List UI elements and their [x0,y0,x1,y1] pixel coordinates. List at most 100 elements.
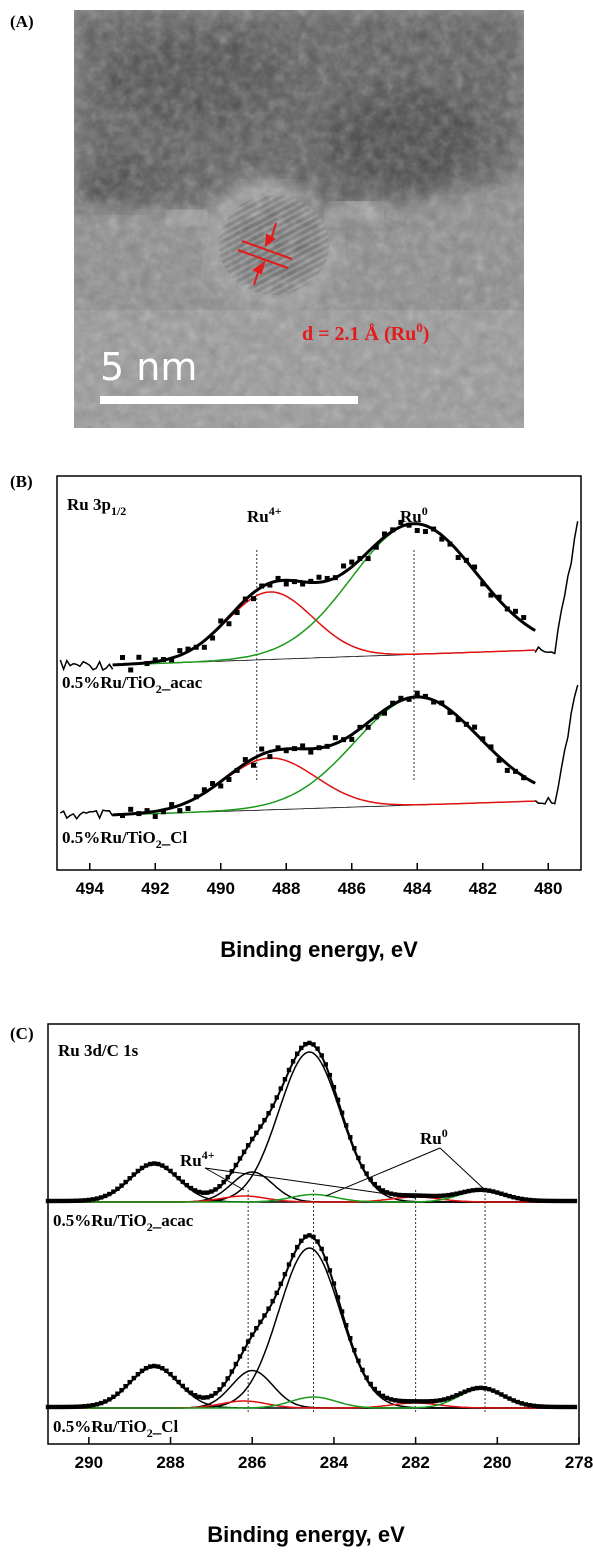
chart-c-data-point [98,1195,104,1200]
lattice-spacing-label: d = 2.1 Å (Ru0) [302,320,429,345]
chart-b-data-point [169,657,175,663]
chart-c-data-point [176,1175,181,1181]
chart-c-data-point [94,1402,100,1407]
chart-c-data-point [62,1198,67,1204]
chart-c-data-point [437,1193,443,1199]
chart-b-xlabel: Binding energy, eV [220,937,418,962]
chart-b-data-point [308,578,314,584]
chart-c-data-point [58,1404,63,1410]
chart-b-sample1-label: 0.5%Ru/TiO2_acac [62,673,203,696]
chart-c-data-point [405,1399,410,1404]
chart-c-data-point [62,1404,67,1410]
chart-b-frame [56,475,582,871]
chart-c-data-point [568,1198,574,1204]
chart-c-data-point [278,1281,284,1286]
chart-b-data-point [120,654,125,660]
chart-c-data-point [245,1143,251,1148]
chart-c-data-point [147,1161,153,1167]
chart-c-data-point [119,1183,124,1188]
chart-c-data-point [470,1386,475,1392]
scale-bar-label: 5 nm [100,345,197,389]
chart-c-data-point [413,1399,418,1404]
chart-b-raw-edge [534,684,579,805]
chart-c-data-point [78,1198,83,1203]
chart-b-data-point [513,608,518,614]
chart-b-data-point [275,575,281,581]
chart-c-x-tick-label: 282 [401,1453,429,1472]
chart-c-data-point [486,1188,492,1193]
chart-b-data-point [324,575,330,581]
chart-c-data-point [307,1233,312,1238]
chart-c-data-point [82,1198,87,1203]
chart-b-data-point [365,724,371,730]
chart-b-data-point [332,735,338,741]
chart-c-data-point [482,1187,488,1193]
chart-c-data-point [111,1189,116,1194]
chart-b-data-point [488,744,494,750]
chart-b-data-point [480,736,486,742]
chart-c-data-point [319,1246,324,1252]
chart-b-data-point [422,693,428,699]
chart-b-envelope [112,695,536,817]
chart-b-data-point [521,615,527,621]
chart-b-data-point [357,555,363,561]
chart-c-data-point [241,1149,247,1154]
chart-c-data-point [229,1369,235,1374]
chart-c-data-point [66,1198,71,1204]
chart-b-data-point [152,657,158,663]
chart-c-data-point [511,1194,516,1200]
chart-c-data-point [519,1196,525,1202]
chart-c-data-point [364,1171,369,1176]
chart-c-data-point [548,1404,553,1410]
chart-c-data-point [380,1188,386,1193]
chart-b-data-point [218,783,224,789]
chart-b-data-point [169,802,175,808]
chart-c-data-point [409,1193,414,1198]
chart-c-data-point [209,1189,214,1194]
chart-c-data-point [331,1084,337,1090]
chart-c-carbon-component [48,1369,577,1409]
chart-c-data-point [323,1256,328,1261]
chart-c-data-point [225,1376,230,1381]
chart-c-data-point [437,1398,443,1403]
lattice-spacing-marker [237,222,293,286]
chart-c-envelope [48,1042,577,1203]
chart-c-data-point [156,1364,161,1369]
chart-c-data-point [98,1400,104,1406]
chart-c-data-point [274,1095,279,1100]
chart-c-data-point [523,1402,529,1407]
chart-c-data-point [507,1193,512,1199]
chart-c-data-point [417,1193,422,1198]
chart-c-data-point [115,1186,120,1192]
chart-c-data-point [495,1390,500,1395]
chart-b-x-tick-label: 480 [534,879,562,898]
chart-c-data-point [156,1161,161,1167]
chart-c-data-point [82,1404,87,1409]
chart-c-data-point [102,1399,108,1404]
chart-c-data-point [53,1198,59,1204]
chart-b-x-tick-label: 486 [338,879,366,898]
chart-c-data-point [486,1386,492,1392]
chart-b-data-point [316,745,322,751]
chart-b-ru0-component [112,523,536,666]
chart-c-data-point [241,1346,247,1352]
chart-b-data-point [160,809,166,815]
chart-c-data-point [352,1347,357,1353]
chart-c-data-point [270,1298,275,1304]
chart-b-data-point [201,644,207,650]
chart-b-region-label: Ru 3p1/2 [67,495,126,518]
chart-b-data-point [504,767,510,773]
chart-c-data-point [217,1387,222,1392]
chart-b-data-point [382,710,387,716]
chart-c-data-point [343,1123,349,1128]
chart-c-data-point [368,1177,373,1182]
chart-c-data-point [217,1184,222,1189]
chart-b-data-point [291,746,297,752]
chart-c-data-point [164,1368,169,1373]
chart-c-data-point [442,1193,447,1198]
chart-c-data-point [282,1271,288,1277]
chart-c-data-point [413,1193,418,1198]
chart-c-data-point [572,1404,578,1410]
panel-b-letter: (B) [10,472,33,491]
chart-b-data-point [210,780,216,786]
